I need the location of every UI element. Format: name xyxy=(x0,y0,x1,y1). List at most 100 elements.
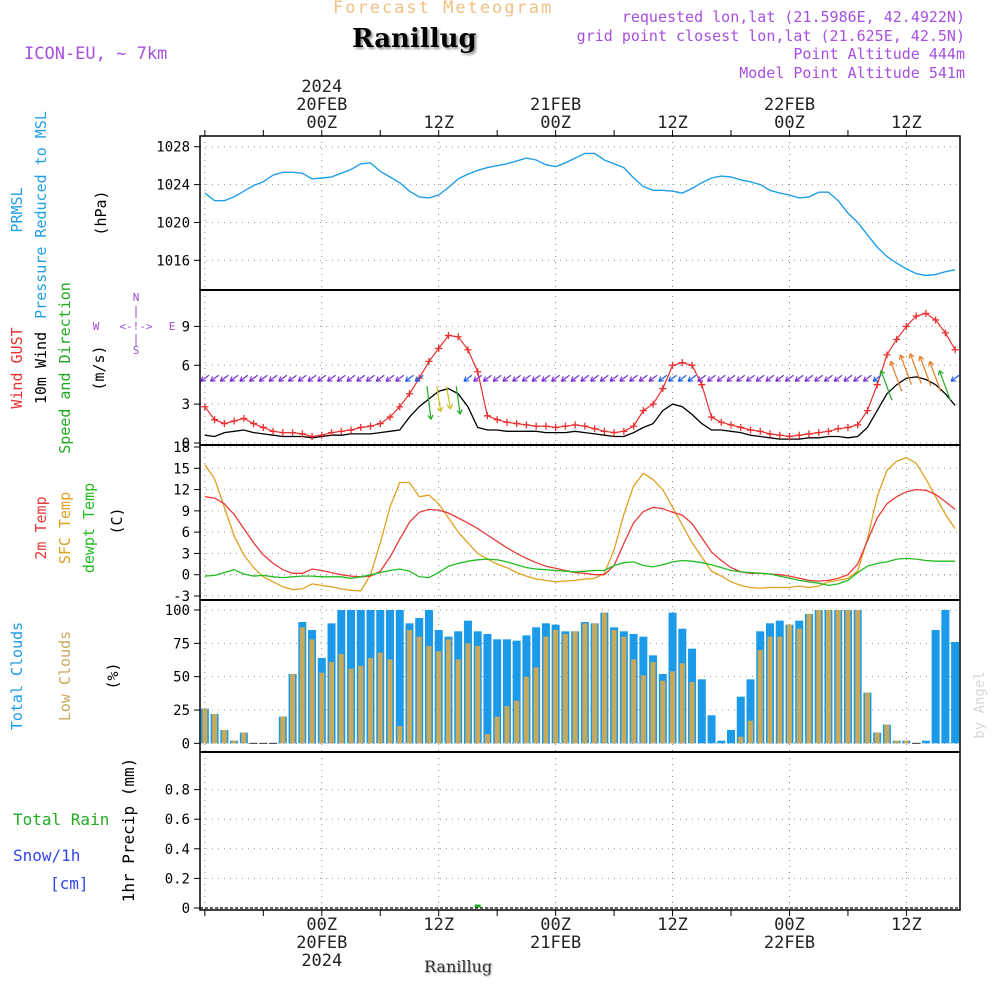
arrow-head xyxy=(928,360,934,367)
low-cloud-bar xyxy=(533,667,539,744)
wind-direction-arrow xyxy=(326,374,336,382)
time-label-top: 2024 xyxy=(301,77,342,97)
ytick-label: 100 xyxy=(165,603,190,619)
gust-point xyxy=(211,416,219,424)
low-cloud-bar xyxy=(855,610,861,744)
gust-point xyxy=(639,407,647,415)
low-cloud-bar xyxy=(816,610,822,744)
ytick-label: 1028 xyxy=(156,140,190,156)
arrow-shaft xyxy=(210,374,219,382)
total-cloud-bar xyxy=(512,640,521,744)
gust-point xyxy=(902,322,910,330)
model-label: ICON-EU, ~ 7km xyxy=(24,44,168,64)
wind-direction-arrow xyxy=(560,374,570,382)
ytick-label: 25 xyxy=(173,703,190,719)
arrow-shaft xyxy=(561,374,570,382)
arrow-shaft xyxy=(375,374,385,382)
compass-e: E xyxy=(169,320,176,333)
time-label-top: 00Z xyxy=(540,113,571,133)
arrow-shaft xyxy=(200,374,210,382)
gust-point xyxy=(698,381,706,389)
arrow-shaft xyxy=(775,374,785,382)
wind-direction-arrow xyxy=(395,374,405,382)
gust-point xyxy=(318,431,326,439)
gust-point xyxy=(893,335,901,343)
arrow-shaft xyxy=(619,374,629,382)
wind-direction-arrow xyxy=(745,374,755,382)
wind-direction-arrow xyxy=(658,374,668,382)
arrow-head xyxy=(288,376,294,382)
wind-direction-arrow xyxy=(755,374,765,382)
temp-unit: (C) xyxy=(108,507,126,534)
low-cloud-bar xyxy=(523,676,529,744)
arrow-head xyxy=(638,376,645,382)
total-cloud-bar xyxy=(941,610,950,744)
ytick-label: 0.2 xyxy=(165,871,190,887)
wind-direction-arrow xyxy=(950,374,960,382)
arrow-head xyxy=(219,376,226,382)
arrow-shaft xyxy=(356,374,366,382)
ytick-label: 0 xyxy=(182,901,190,917)
direction-label: Speed and Direction xyxy=(56,282,74,454)
wind-direction-arrow xyxy=(629,374,638,382)
low-cloud-bar xyxy=(221,730,227,744)
gust-point xyxy=(474,368,482,376)
arrow-shaft xyxy=(249,374,258,382)
gust-point xyxy=(201,403,209,411)
arrow-shaft xyxy=(336,374,346,382)
arrow-head xyxy=(794,376,801,382)
wind-direction-arrow xyxy=(862,374,872,382)
arrow-head xyxy=(872,376,879,382)
arrow-head xyxy=(551,376,557,382)
low-cloud-bar xyxy=(212,714,218,744)
arrow-head xyxy=(385,376,392,382)
arrow-shaft xyxy=(824,374,833,382)
arrow-head xyxy=(853,376,859,382)
arrow-head xyxy=(619,376,625,382)
gust-point xyxy=(386,413,394,421)
gust-point xyxy=(747,426,755,434)
wind-direction-arrow xyxy=(706,374,716,382)
gust-point xyxy=(298,430,306,438)
gust-point xyxy=(367,422,375,430)
time-label-top: 20FEB xyxy=(296,95,347,115)
wind-direction-arrow xyxy=(889,360,903,392)
arrow-shaft xyxy=(919,355,932,387)
low-cloud-bar xyxy=(640,675,646,744)
panel-frame xyxy=(199,135,961,291)
arrow-shaft xyxy=(366,374,375,382)
rain-label: Total Rain xyxy=(13,810,109,829)
arrow-shaft xyxy=(629,374,638,382)
wind-direction-arrow xyxy=(609,374,619,382)
arrow-shaft xyxy=(414,374,424,382)
arrow-head xyxy=(736,376,742,382)
watermark: by Angel xyxy=(972,671,988,738)
gust-point xyxy=(347,426,355,434)
low-cloud-bar xyxy=(475,646,481,744)
gust-point xyxy=(259,423,267,431)
footer-location: Ranillug xyxy=(424,957,493,976)
arrow-shaft xyxy=(765,374,775,382)
low-cloud-bar xyxy=(202,708,208,744)
panel-2: -3 0 3 6 9 12 15 18 xyxy=(173,440,961,605)
arrow-head xyxy=(755,376,762,382)
arrow-shaft xyxy=(658,374,668,382)
ytick-label: 1020 xyxy=(156,215,190,231)
time-label-bottom: 12Z xyxy=(891,915,922,935)
low-cloud-bar xyxy=(387,659,393,744)
total-cloud-bar xyxy=(483,634,492,744)
gust-point xyxy=(230,417,238,425)
gust-point xyxy=(581,422,589,430)
arrow-head xyxy=(541,376,547,382)
arrow-shaft xyxy=(570,374,580,382)
gust-point xyxy=(932,316,940,324)
wind-direction-arrow xyxy=(436,386,444,413)
arrow-head xyxy=(726,376,733,382)
arrow-head xyxy=(706,376,713,382)
arrow-shaft xyxy=(707,374,716,382)
arrow-shaft xyxy=(833,374,843,382)
arrow-shaft xyxy=(473,374,483,382)
arrow-head xyxy=(775,376,781,382)
gust-point xyxy=(289,429,297,437)
time-label-top: 12Z xyxy=(891,113,922,133)
